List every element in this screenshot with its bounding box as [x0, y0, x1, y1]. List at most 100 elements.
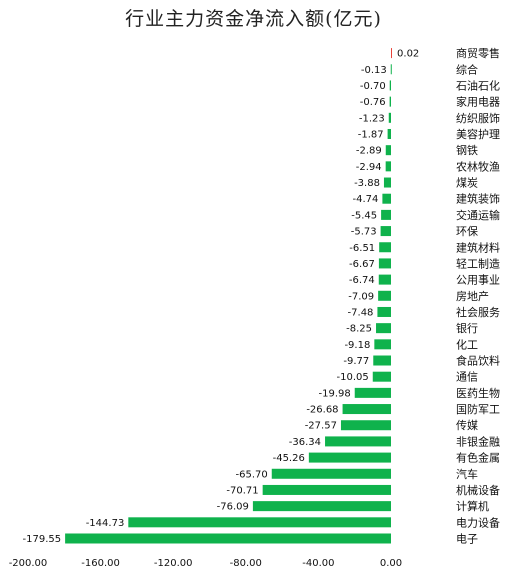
bar [390, 64, 392, 75]
value-label: -0.13 [361, 65, 387, 76]
bar [308, 452, 391, 463]
category-label: 建筑装饰 [456, 192, 500, 206]
bar [372, 371, 391, 382]
bar [325, 436, 391, 447]
category-label: 煤炭 [456, 177, 478, 190]
category-label: 钢铁 [456, 144, 478, 157]
bar [389, 96, 391, 107]
category-label: 有色金属 [456, 451, 500, 465]
value-label: -10.05 [337, 372, 369, 383]
value-label: -8.25 [346, 324, 372, 335]
bar [376, 323, 391, 334]
bar [383, 177, 391, 188]
value-label: -2.89 [356, 146, 382, 157]
category-label: 交通运输 [456, 208, 500, 222]
value-label: -9.77 [343, 356, 369, 367]
bar [388, 112, 391, 123]
value-label: -6.74 [349, 275, 375, 286]
value-label: -2.94 [356, 162, 382, 173]
bar [389, 80, 391, 91]
value-label: -0.70 [360, 81, 386, 92]
value-label: -5.45 [351, 210, 377, 221]
x-tick-label: -40.00 [302, 558, 334, 569]
value-label: -5.73 [351, 227, 377, 238]
bar [271, 468, 391, 479]
category-label: 电子 [456, 532, 478, 545]
bar [378, 290, 391, 301]
value-label: -7.48 [348, 307, 374, 318]
bar [65, 533, 391, 544]
category-label: 环保 [456, 224, 478, 238]
category-label: 传媒 [456, 419, 478, 432]
category-label: 化工 [456, 337, 478, 351]
value-label: -65.70 [236, 469, 268, 480]
bar [252, 501, 391, 512]
value-label: -0.76 [360, 97, 386, 108]
bar [385, 161, 391, 172]
category-label: 美容护理 [456, 127, 500, 141]
chart-title: 行业主力资金净流入额(亿元) [125, 8, 382, 30]
category-label: 机械设备 [456, 483, 500, 497]
bar [262, 484, 391, 495]
bar [385, 145, 391, 156]
category-label: 社会服务 [456, 305, 500, 319]
x-tick-label: -120.00 [154, 558, 193, 569]
value-label: -1.87 [358, 129, 384, 140]
value-label: -9.18 [344, 340, 370, 351]
value-label: -76.09 [217, 502, 249, 513]
category-label: 农林牧渔 [456, 159, 500, 173]
bar [381, 209, 391, 220]
category-label: 纺织服饰 [456, 111, 500, 125]
bar [380, 226, 391, 237]
value-label: 0.02 [397, 49, 419, 60]
category-label: 商贸零售 [456, 46, 500, 60]
category-label: 汽车 [456, 467, 478, 481]
value-label: -144.73 [86, 518, 125, 529]
category-label: 电力设备 [456, 515, 500, 529]
value-label: -70.71 [226, 485, 258, 496]
bar [128, 517, 391, 528]
category-label: 通信 [456, 371, 478, 384]
value-label: -36.34 [289, 437, 321, 448]
value-label: -26.68 [306, 405, 338, 416]
bar [377, 306, 391, 317]
category-label: 食品饮料 [456, 354, 500, 368]
bar [378, 274, 391, 285]
x-tick-label: -160.00 [81, 558, 120, 569]
value-label: -1.23 [359, 113, 385, 124]
category-label: 房地产 [456, 289, 489, 303]
category-label: 石油石化 [456, 78, 500, 92]
category-label: 国防军工 [456, 402, 500, 416]
category-label: 计算机 [456, 499, 489, 513]
category-label: 综合 [456, 62, 478, 76]
value-label: -3.88 [354, 178, 380, 189]
bar [379, 242, 391, 253]
category-label: 建筑材料 [456, 240, 500, 254]
category-label: 银行 [456, 321, 478, 335]
x-tick-label: 0.00 [380, 558, 402, 569]
bar [373, 355, 391, 366]
value-label: -19.98 [318, 388, 350, 399]
x-tick-label: -200.00 [9, 558, 48, 569]
bar [340, 420, 391, 431]
value-label: -4.74 [353, 194, 379, 205]
value-label: -179.55 [23, 534, 62, 545]
bar [387, 128, 391, 139]
value-label: -27.57 [305, 421, 337, 432]
category-label: 公用事业 [456, 274, 500, 287]
category-label: 医药生物 [456, 386, 500, 400]
bar [378, 258, 391, 269]
value-label: -6.67 [349, 259, 375, 270]
bar [391, 48, 392, 59]
bar [374, 339, 391, 350]
category-label: 轻工制造 [456, 256, 500, 270]
bar [354, 387, 391, 398]
x-tick-label: -80.00 [230, 558, 262, 569]
bar [342, 404, 391, 415]
value-label: -7.09 [348, 291, 374, 302]
category-label: 非银金融 [456, 434, 500, 448]
value-label: -45.26 [273, 453, 305, 464]
bar [382, 193, 391, 204]
value-label: -6.51 [349, 243, 375, 254]
